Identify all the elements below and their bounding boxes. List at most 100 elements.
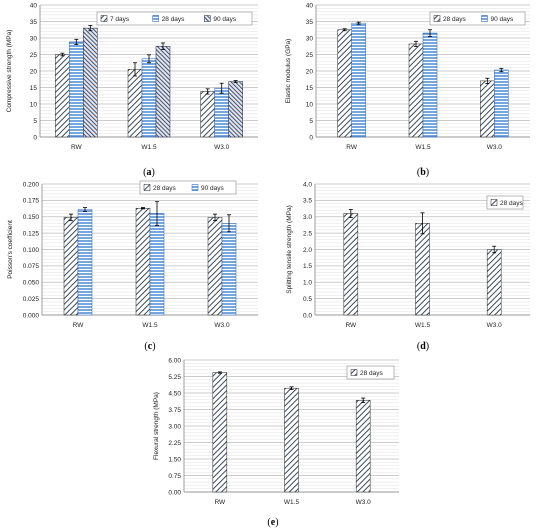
bar-W3.0-28-days <box>486 249 502 316</box>
y-tick-label: 1.50 <box>168 456 181 463</box>
x-tick-label: RW <box>71 144 83 151</box>
bar-RW-28-days <box>63 217 79 316</box>
legend-label: 28 days <box>153 185 177 192</box>
x-tick-label: W1.5 <box>415 322 431 329</box>
panel-caption: (e) <box>267 517 278 528</box>
y-tick-label: 0.050 <box>23 280 40 287</box>
panel-d: 0.0 0.5 1.0 1.5 2.0 2.5 3.0 3.5 4.0 Splitting ten… <box>286 181 530 352</box>
bar-W3.0-90-days <box>228 81 243 138</box>
y-tick-label: 35 <box>30 19 38 26</box>
bar-W3.0-28-days <box>207 217 223 316</box>
x-tick-label: RW <box>345 322 357 329</box>
y-tick-label: 0.100 <box>23 247 40 254</box>
legend: 28 days <box>486 195 524 210</box>
legend-label: 28 days <box>360 370 384 377</box>
x-tick-label: RW <box>73 322 85 329</box>
y-tick-label: 0.125 <box>23 230 40 237</box>
y-tick-label: 0.200 <box>23 181 40 188</box>
x-tick-label: W1.5 <box>284 499 300 506</box>
x-tick-label: RW <box>346 144 358 151</box>
bar-W1.5-28-days <box>284 387 299 493</box>
bar-W1.5-90-days <box>422 32 438 138</box>
y-tick-label: 10 <box>30 101 38 108</box>
bar-W3.0-28-days <box>480 80 495 138</box>
y-tick-label: 3.5 <box>303 198 312 205</box>
legend-box <box>139 180 237 195</box>
x-tick-label: W3.0 <box>214 322 230 329</box>
legend-swatch <box>350 369 358 376</box>
y-tick-label: 25 <box>30 52 38 59</box>
y-tick-label: 0.175 <box>23 198 40 205</box>
panel-e: 0.00 0.75 1.50 2.25 3.00 3.75 4.50 5.25 6.00 Flex… <box>153 357 399 528</box>
y-tick-label: 0.0 <box>303 312 312 319</box>
panel-caption: (d) <box>417 341 429 352</box>
y-tick-label: 4.50 <box>168 390 181 397</box>
y-tick-label: 2.0 <box>303 247 312 254</box>
bar-W1.5-28-days <box>141 58 157 138</box>
y-tick-label: 35 <box>306 19 314 26</box>
legend-label: 7 days <box>110 16 130 23</box>
legend-label: 90 days <box>491 16 515 23</box>
legend-box <box>429 11 526 26</box>
legend-label: 28 days <box>500 200 524 207</box>
y-tick-label: 4.0 <box>303 181 312 188</box>
y-tick-label: 20 <box>306 68 314 75</box>
x-tick-label: W3.0 <box>356 499 372 506</box>
y-tick-label: 5 <box>309 118 313 125</box>
x-tick-label: W1.5 <box>142 322 158 329</box>
legend-swatch <box>481 15 488 22</box>
x-tick-label: W1.5 <box>415 144 431 151</box>
y-tick-label: 30 <box>306 35 314 42</box>
bar-W1.5-90-days <box>149 213 165 316</box>
y-tick-label: 0.75 <box>168 473 181 480</box>
legend-label: 28 days <box>443 16 467 23</box>
x-tick-label: W3.0 <box>487 144 503 151</box>
y-tick-label: 2.5 <box>303 230 312 237</box>
bar-W1.5-28-days <box>415 223 430 316</box>
y-axis-title: Poisson's coefficient <box>7 220 14 279</box>
panel-b: 0 5 10 15 20 25 30 35 40 Elastic modulus (GPa) RW W… <box>285 2 530 178</box>
y-axis-title: Compressive strength (MPa) <box>6 30 13 113</box>
legend: 28 days 90 days <box>429 11 526 26</box>
x-tick-label: W1.5 <box>141 144 157 151</box>
y-tick-label: 3.0 <box>303 214 312 221</box>
legend: 28 days <box>346 365 395 380</box>
y-tick-label: 0.00 <box>168 489 181 496</box>
bar-W3.0-90-days <box>221 223 237 316</box>
y-tick-label: 3.00 <box>168 423 181 430</box>
panel-caption: (c) <box>144 341 155 352</box>
legend-label: 28 days <box>162 16 186 23</box>
y-axis-title: Splitting tensile strength (MPa) <box>286 205 293 294</box>
x-tick-label: W3.0 <box>487 322 503 329</box>
y-tick-label: 0.150 <box>23 214 40 221</box>
y-tick-label: 6.00 <box>168 357 181 364</box>
legend-swatch <box>143 184 151 191</box>
x-tick-label: W3.0 <box>214 144 230 151</box>
y-tick-label: 1.5 <box>303 263 312 270</box>
bar-RW-28-days <box>69 41 84 138</box>
y-tick-label: 0.025 <box>23 296 40 303</box>
legend-swatch <box>433 15 441 22</box>
y-tick-label: 0.000 <box>23 312 40 319</box>
legend-swatch <box>204 15 211 22</box>
legend-swatch <box>152 15 159 22</box>
bar-W1.5-90-days <box>155 46 171 138</box>
bar-RW-7-days <box>55 54 70 138</box>
y-tick-label: 15 <box>306 85 314 92</box>
legend-swatch <box>100 15 108 22</box>
y-tick-label: 40 <box>30 2 38 9</box>
bar-W1.5-28-days <box>135 207 151 316</box>
legend-label: 90 days <box>213 16 237 23</box>
y-tick-label: 0.5 <box>303 296 312 303</box>
panel-c: 0.000 0.025 0.050 0.075 0.100 0.125 0.150 0.175… <box>7 180 258 352</box>
y-axis-title: Flexural strength (MPa) <box>153 392 160 460</box>
y-axis-title: Elastic modulus (GPa) <box>285 39 292 104</box>
y-tick-label: 2.25 <box>168 440 181 447</box>
x-tick-label: RW <box>214 499 226 506</box>
legend-label: 90 days <box>201 185 225 192</box>
bar-W3.0-28-days <box>355 400 371 493</box>
y-tick-label: 3.75 <box>168 407 181 414</box>
bar-RW-90-days <box>351 22 366 138</box>
panel-caption: (b) <box>417 167 429 178</box>
y-tick-label: 0.075 <box>23 263 40 270</box>
